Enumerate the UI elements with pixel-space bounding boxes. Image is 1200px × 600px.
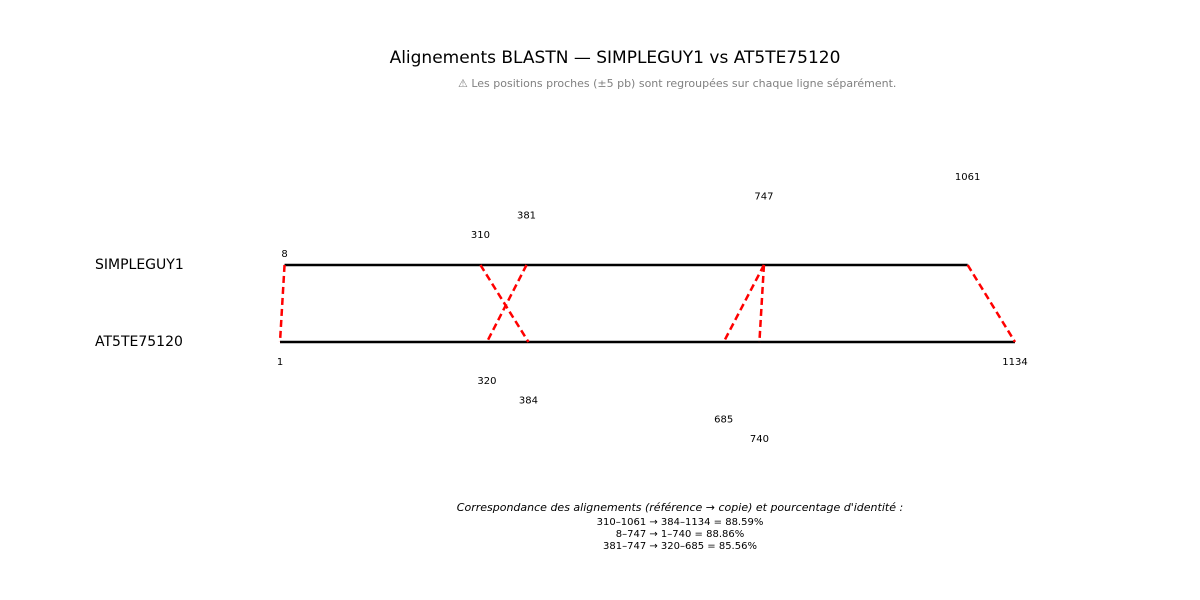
legend-line: 381–747 → 320–685 = 85.56% [603, 541, 757, 552]
reference-position-label: 1061 [955, 172, 980, 183]
alignment-link [278, 264, 286, 343]
alignment-link [758, 264, 766, 343]
legend: Correspondance des alignements (référenc… [380, 501, 980, 553]
legend-line: 310–1061 → 384–1134 = 88.59% [596, 517, 764, 528]
alignment-link [966, 264, 1017, 343]
copy-position-label: 320 [477, 376, 496, 387]
legend-line: 8–747 → 1–740 = 88.86% [615, 529, 745, 540]
reference-sequence-label: SIMPLEGUY1 [95, 257, 184, 273]
legend-title: Correspondance des alignements (référenc… [456, 501, 904, 514]
reference-position-label: 8 [281, 249, 287, 260]
copy-position-label: 1134 [1002, 357, 1027, 368]
reference-position-label: 310 [471, 230, 490, 241]
alignment-link [485, 264, 528, 343]
copy-position-label: 384 [519, 395, 538, 406]
copy-position-label: 685 [714, 415, 733, 426]
reference-position-label: 747 [754, 191, 773, 202]
page-title: Alignements BLASTN — SIMPLEGUY1 vs AT5TE… [389, 48, 841, 68]
copy-position-label: 740 [750, 434, 769, 445]
alignment-link [479, 264, 530, 343]
alignment-link [722, 264, 766, 343]
copy-position-label: 1 [277, 357, 283, 368]
subtitle-note: ⚠ Les positions proches (±5 pb) sont reg… [458, 77, 897, 90]
copy-sequence-label: AT5TE75120 [95, 334, 183, 350]
reference-position-label: 381 [517, 211, 536, 222]
